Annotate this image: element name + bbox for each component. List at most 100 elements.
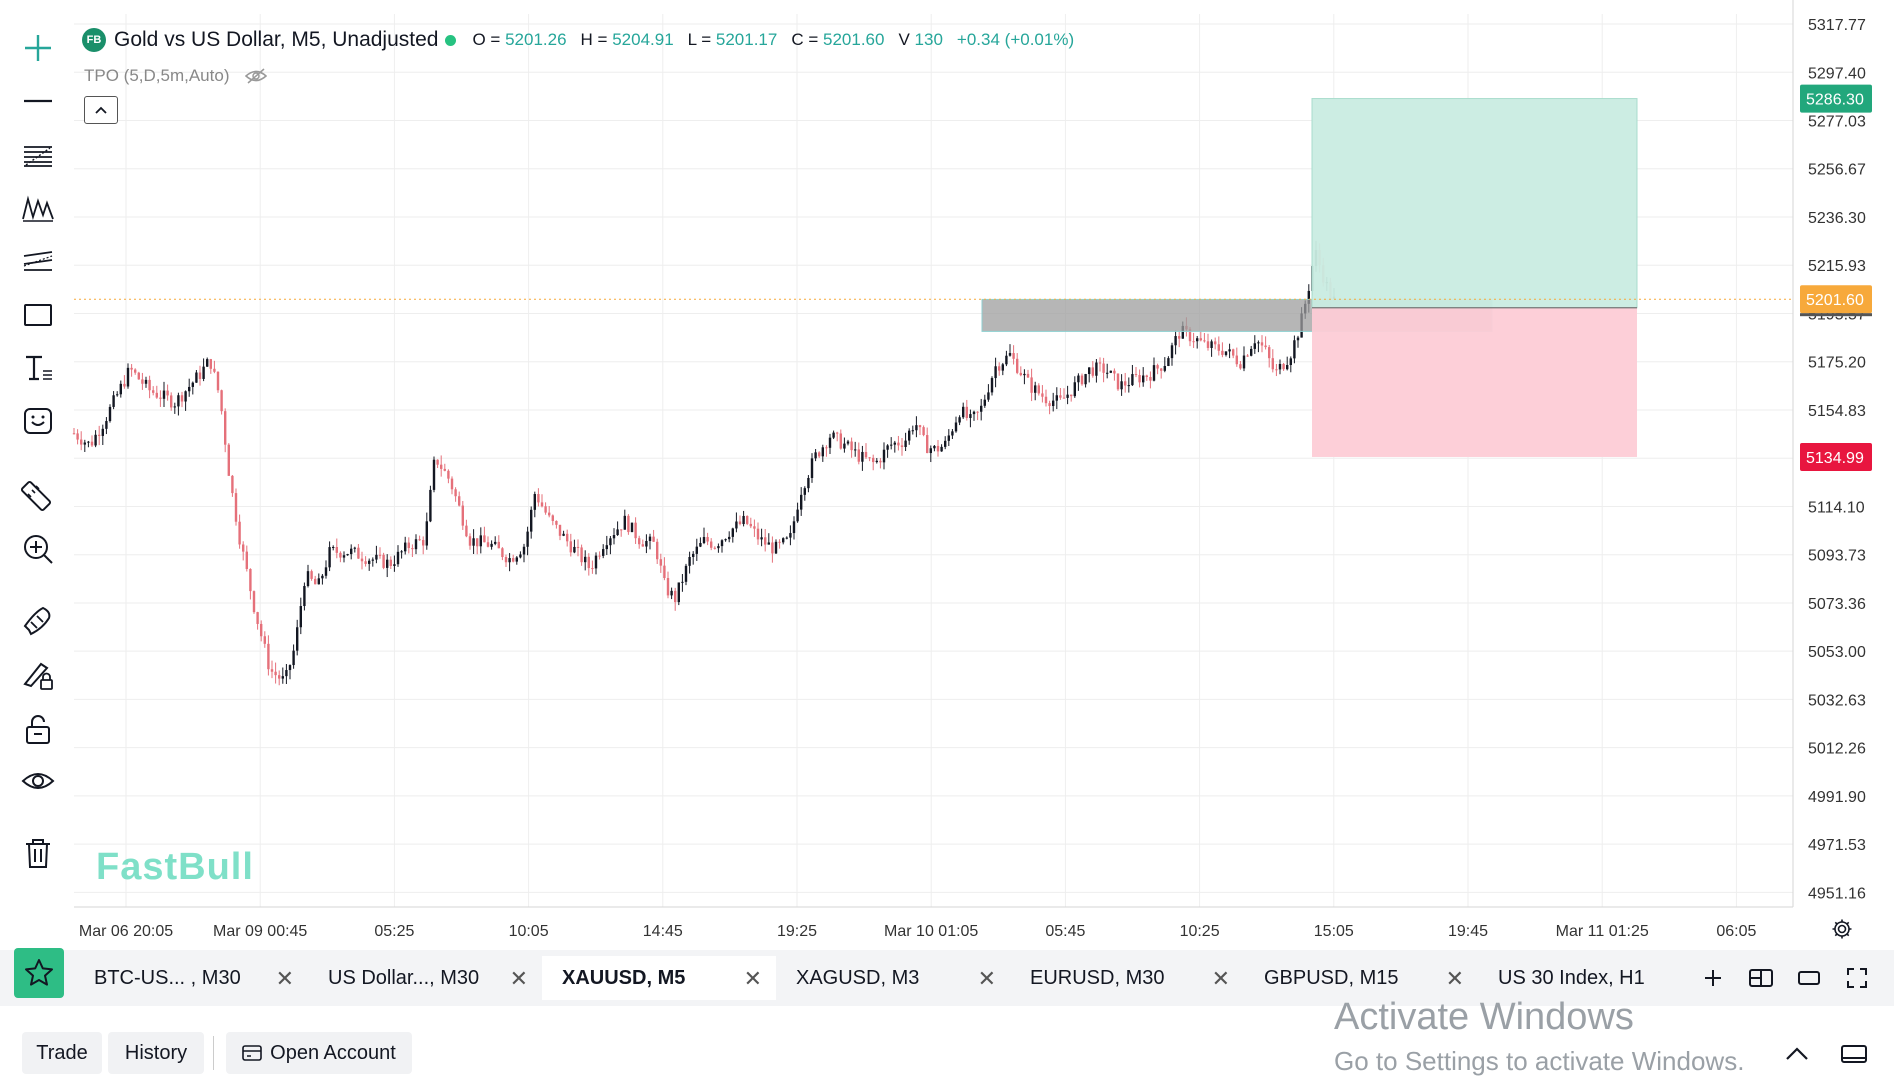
- price-chart[interactable]: 5317.77 5297.40 5277.03 5256.67 5236.30 5215.…: [0, 0, 1894, 950]
- candle-body: [857, 449, 860, 462]
- candle-body: [879, 460, 882, 463]
- horizontal-line-icon[interactable]: [19, 82, 57, 120]
- panel-toggle-icon[interactable]: [1840, 1043, 1868, 1065]
- chevron-up-icon[interactable]: [1784, 1044, 1810, 1064]
- candle-body: [767, 542, 770, 545]
- chart-settings-icon[interactable]: [1831, 918, 1853, 940]
- candle-body: [584, 556, 587, 563]
- candle-body: [724, 539, 727, 541]
- unlock-icon[interactable]: [19, 710, 57, 748]
- close-icon[interactable]: ✕: [743, 966, 762, 991]
- broker-logo: FB: [82, 28, 106, 52]
- candle-body: [314, 578, 317, 585]
- fullscreen-icon[interactable]: [1842, 963, 1872, 993]
- candle-body: [648, 536, 652, 541]
- favorites-button[interactable]: [14, 948, 64, 998]
- tab-eurusd[interactable]: EURUSD, M30 ✕: [1010, 956, 1244, 1000]
- tab-xauusd[interactable]: XAUUSD, M5 ✕: [542, 956, 776, 1000]
- candle-series: [72, 240, 1336, 686]
- tab-xagusd[interactable]: XAGUSD, M3 ✕: [776, 956, 1010, 1000]
- candle-body: [270, 669, 274, 672]
- candle-body: [692, 553, 695, 557]
- pattern-icon[interactable]: [19, 189, 57, 227]
- tab-gbpusd[interactable]: GBPUSD, M15 ✕: [1244, 956, 1478, 1000]
- trash-icon[interactable]: [19, 834, 57, 872]
- trade-button[interactable]: Trade: [22, 1032, 102, 1074]
- candle-body: [893, 442, 896, 445]
- candle-body: [1080, 375, 1084, 385]
- chart-area[interactable]: 5317.77 5297.40 5277.03 5256.67 5236.30 5215.…: [0, 0, 1894, 950]
- candle-body: [285, 670, 288, 677]
- candle-body: [1120, 381, 1123, 390]
- ohlc-close: C = 5201.60: [791, 30, 885, 49]
- candle-body: [170, 395, 173, 408]
- candle-body: [191, 382, 194, 387]
- candle-body: [684, 565, 688, 582]
- candle-body: [396, 551, 400, 565]
- candle-body: [627, 515, 630, 533]
- candle-body: [404, 542, 407, 552]
- candle-body: [846, 441, 850, 444]
- candle-body: [666, 578, 670, 596]
- close-icon[interactable]: ✕: [977, 966, 996, 991]
- close-icon[interactable]: ✕: [1445, 966, 1464, 991]
- candle-body: [1138, 375, 1141, 383]
- candle-body: [1246, 355, 1249, 357]
- history-button[interactable]: History: [108, 1032, 204, 1074]
- fib-retracement-icon[interactable]: [19, 136, 57, 174]
- take-profit-zone: [1311, 98, 1638, 309]
- candle-body: [702, 537, 706, 544]
- hidden-eye-icon[interactable]: [245, 68, 268, 84]
- tab-us30[interactable]: US 30 Index, H1: [1478, 956, 1668, 1000]
- text-icon[interactable]: [19, 349, 57, 387]
- tab-us-dollar[interactable]: US Dollar..., M30 ✕: [308, 956, 542, 1000]
- candle-body: [1296, 337, 1300, 341]
- collapse-legend-button[interactable]: [84, 96, 118, 124]
- crosshair-icon[interactable]: [19, 29, 57, 67]
- candle-body: [695, 546, 698, 554]
- candle-body: [306, 571, 310, 587]
- emoji-icon[interactable]: [19, 402, 57, 440]
- candle-body: [1023, 373, 1026, 376]
- candle-body: [1239, 364, 1242, 369]
- candle-body: [303, 586, 306, 607]
- candle-body: [537, 494, 540, 503]
- candle-body: [555, 520, 558, 525]
- lock-drawing-icon[interactable]: [19, 656, 57, 694]
- close-icon[interactable]: ✕: [1211, 966, 1230, 991]
- tab-label: BTC-US... , M30: [94, 966, 241, 989]
- close-icon[interactable]: ✕: [509, 966, 528, 991]
- time-axis-label: 10:05: [509, 923, 549, 940]
- eye-icon[interactable]: [19, 762, 57, 800]
- candle-body: [1113, 370, 1116, 374]
- parallel-channel-icon[interactable]: [19, 242, 57, 280]
- candle-body: [180, 395, 184, 402]
- rectangle-icon[interactable]: [19, 296, 57, 334]
- close-icon[interactable]: ✕: [275, 966, 294, 991]
- tab-label: EURUSD, M30: [1030, 966, 1165, 989]
- candle-body: [494, 541, 497, 544]
- ruler-icon[interactable]: [19, 477, 57, 515]
- candle-body: [875, 460, 878, 463]
- candle-body: [828, 437, 832, 448]
- chart-legend: FB Gold vs US Dollar, M5, Unadjusted O =…: [82, 28, 1074, 52]
- candle-body: [839, 433, 842, 449]
- indicator-label[interactable]: TPO (5,D,5m,Auto): [84, 66, 268, 86]
- time-axis-label: Mar 11 01:25: [1556, 923, 1649, 940]
- tab-btcusd[interactable]: BTC-US... , M30 ✕: [74, 956, 308, 1000]
- magnet-icon[interactable]: [19, 602, 57, 640]
- symbol-title[interactable]: Gold vs US Dollar, M5, Unadjusted: [114, 28, 439, 51]
- candle-body: [1286, 364, 1289, 370]
- open-account-button[interactable]: Open Account: [226, 1032, 412, 1074]
- candle-body: [728, 536, 731, 540]
- candle-body: [126, 367, 130, 387]
- layout-icon[interactable]: [1746, 963, 1776, 993]
- bottom-divider: [213, 1036, 214, 1070]
- candle-body: [645, 540, 648, 547]
- zoom-in-icon[interactable]: [19, 530, 57, 568]
- candle-body: [1203, 340, 1206, 342]
- price-axis-label: 4951.16: [1808, 885, 1866, 902]
- candle-body: [1257, 342, 1260, 344]
- add-tab-icon[interactable]: [1698, 963, 1728, 993]
- single-window-icon[interactable]: [1794, 963, 1824, 993]
